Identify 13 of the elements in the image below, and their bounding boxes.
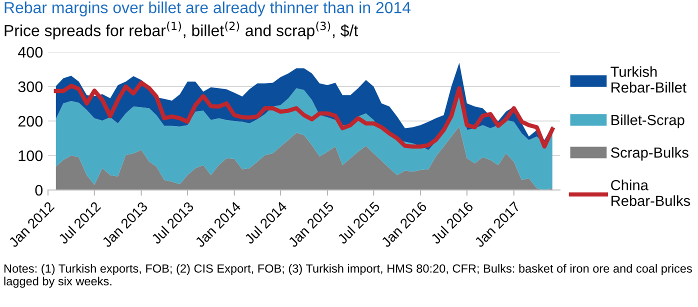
line-series [54,80,554,149]
legend-label: China Rebar-Bulks [611,180,690,206]
legend-label: Scrap-Bulks [610,147,688,161]
y-tick-label: 300 [18,81,43,92]
y-tick-label: 200 [18,116,43,127]
y-tick-label: 400 [18,46,43,58]
text: Notes: (1) Turkish exports, FOB; (2) CIS Export, FOB; (3) Turkish import, HMS 80:20, CFR; Bulks: basket of iron ore and coal prices lagged by six weeks. [4,264,692,288]
chart-title: Rebar margins over billet are already thinner than in 2014 [4,2,411,16]
y-tick-label: 0 [35,184,43,196]
chart-subtitle: Price spreads for rebar$^{(1)}$, billet$^{(2)}$ and scrap$^{(3)}$, $/t [4,21,358,40]
legend-label: Turkish Rebar-Billet [610,66,686,93]
y-tick-label: 100 [18,150,43,162]
legend-label: Billet-Scrap [612,114,684,128]
